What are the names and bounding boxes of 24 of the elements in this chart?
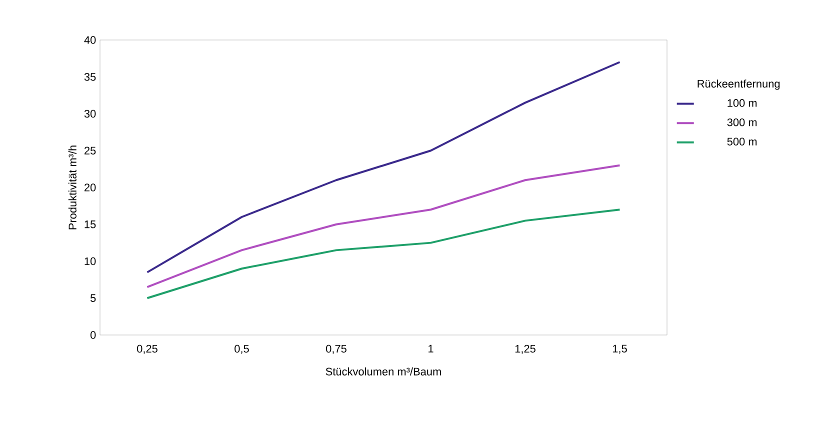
y-tick-label: 35 [84,73,96,81]
y-tick-label: 25 [84,146,96,155]
x-tick-label: 0,75 [326,344,346,354]
y-tick-label: 15 [84,220,96,228]
y-tick-label: 5 [90,294,96,302]
y-tick-label: 30 [84,110,96,118]
x-axis-title: Stückvolumen m³/Baum [326,367,441,376]
text: 100 m [728,99,757,107]
y-tick-label: 40 [84,36,96,44]
legend-title: Rückeentfernung [698,80,780,90]
y-tick-label: 20 [84,184,96,192]
text: 300 m [727,118,757,126]
text: 500 m [727,138,757,146]
line-series [146,164,621,288]
x-tick-label: 0,25 [137,344,158,354]
y-tick-label: 0 [90,331,96,339]
x-tick-label: 1,25 [515,344,536,354]
x-tick-label: 0,5 [234,344,249,354]
y-tick-label: 10 [84,257,96,266]
x-tick-label: 1,5 [612,344,627,354]
x-tick-label: 1 [428,344,434,352]
y-axis-title: Produktivität m³/h [68,146,76,230]
line-series [146,208,621,300]
line-series [146,61,621,274]
